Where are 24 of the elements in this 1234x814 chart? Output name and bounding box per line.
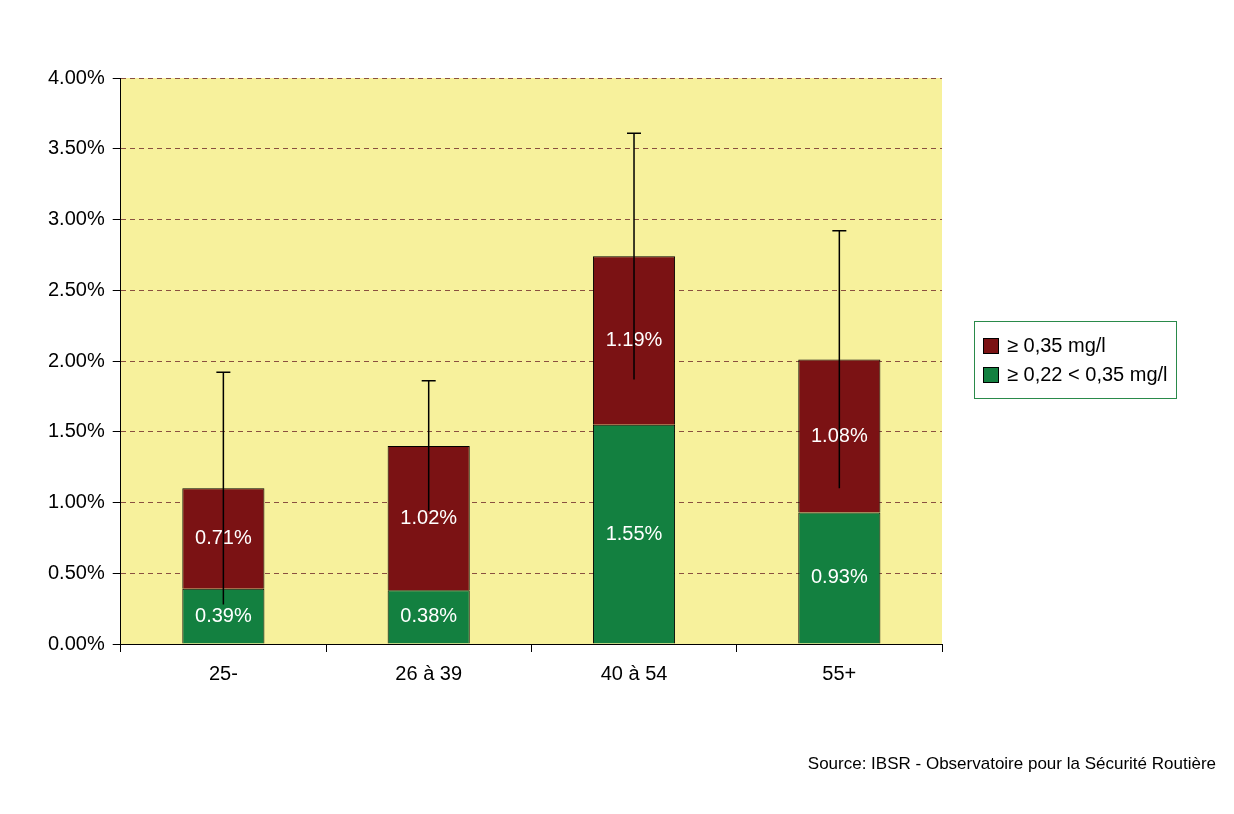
y-tick-label: 1.00% xyxy=(47,490,105,513)
y-tick-label: 1.50% xyxy=(47,419,105,442)
data-label: 1.19% xyxy=(605,328,663,350)
x-tick-label: 26 à 39 xyxy=(395,661,463,684)
x-tick-label: 40 à 54 xyxy=(600,661,668,684)
y-tick-label: 2.00% xyxy=(47,348,105,371)
source-note: Source: IBSR - Observatoire pour la Sécurité Routière xyxy=(807,754,1216,774)
data-label: 0.93% xyxy=(810,565,868,588)
legend-label: ≥ 0,22 < 0,35 mg/l xyxy=(1007,363,1168,386)
x-tick-label: 25- xyxy=(208,661,238,684)
legend-label: ≥ 0,35 mg/l xyxy=(1007,334,1106,357)
data-label: 0.38% xyxy=(400,604,458,627)
data-label: 0.39% xyxy=(195,603,252,626)
y-tick-label: 3.50% xyxy=(47,136,105,159)
x-tick-label: 55+ xyxy=(822,661,857,684)
y-tick-label: 2.50% xyxy=(47,277,105,300)
data-label: 0.71% xyxy=(195,526,252,549)
y-tick-label: 3.00% xyxy=(47,207,105,230)
y-tick-label: 4.00% xyxy=(47,65,105,88)
y-tick-label: 0.50% xyxy=(47,560,105,583)
y-tick-label: 0.00% xyxy=(47,631,105,654)
data-label: 1.02% xyxy=(400,505,458,528)
data-label: 1.08% xyxy=(810,423,868,446)
data-label: 1.55% xyxy=(605,521,663,544)
